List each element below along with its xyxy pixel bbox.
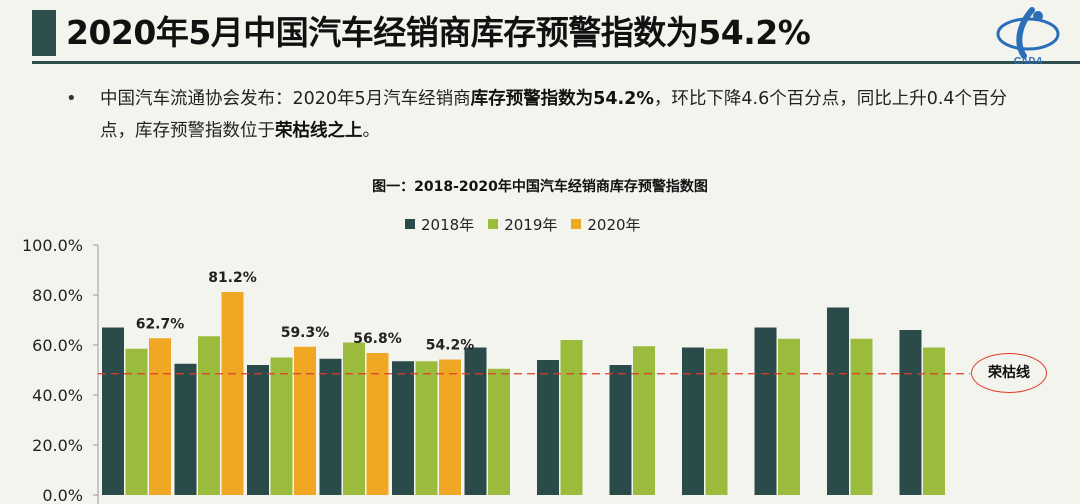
bullet-text: 中国汽车流通协会发布：2020年5月汽车经销商库存预警指数为54.2%，环比下降…	[100, 83, 1035, 147]
bar-2018年-5	[392, 361, 414, 495]
bar-2020年-2	[221, 292, 244, 495]
data-label: 81.2%	[208, 270, 257, 286]
y-tick-label: 0.0%	[42, 486, 83, 504]
bar-2020年-1	[149, 338, 171, 495]
legend-swatch-2020	[571, 219, 582, 229]
legend-swatch-2019	[488, 219, 499, 229]
title-marker	[32, 10, 56, 56]
bar-2019年-7	[560, 340, 583, 495]
y-tick-label: 60.0%	[32, 336, 83, 355]
chart-legend: 2018年 2019年 2020年	[405, 214, 655, 234]
bar-2018年-7	[537, 360, 559, 495]
chart-title: 图一：2018-2020年中国汽车经销商库存预警指数图	[372, 179, 708, 195]
bar-2020年-5	[439, 359, 461, 495]
bar-2019年-1	[125, 348, 148, 495]
bar-2020年-4	[366, 353, 389, 495]
bar-2019年-12	[923, 347, 945, 495]
logo-text: CADA	[1014, 56, 1043, 66]
bullet-part2: ，环比下降4.6个百分点，同比上升0.4个百分点，库存预警指数位于	[100, 89, 1008, 141]
bullet-dot: •	[66, 88, 77, 109]
bar-2019年-6	[488, 368, 510, 495]
legend-label-2020: 2020年	[587, 215, 641, 234]
bar-2019年-10	[778, 338, 800, 495]
bullet-part3: 。	[362, 121, 381, 141]
data-label: 59.3%	[281, 325, 330, 341]
bar-2019年-11	[850, 338, 873, 495]
bar-2018年-12	[899, 330, 922, 495]
y-tick-label: 40.0%	[32, 386, 83, 405]
data-label: 54.2%	[426, 338, 475, 354]
legend-label-2019: 2019年	[504, 215, 558, 234]
bar-2019年-5	[415, 361, 438, 495]
y-tick-label: 20.0%	[32, 436, 83, 455]
y-tick-label: 100.0%	[22, 236, 83, 255]
bar-2019年-8	[633, 346, 655, 495]
cada-logo-icon: CADA	[996, 7, 1060, 66]
bar-2018年-8	[609, 365, 632, 495]
legend-item-2019: 2019年	[488, 214, 557, 235]
threshold-label: 荣枯线	[988, 365, 1030, 381]
bar-2018年-9	[682, 347, 704, 495]
legend-item-2018: 2018年	[405, 214, 474, 235]
bar-2018年-1	[102, 327, 124, 495]
bar-2018年-3	[247, 365, 269, 495]
legend-label-2018: 2018年	[421, 215, 475, 234]
legend-item-2020: 2020年	[571, 214, 641, 235]
bar-2019年-3	[270, 357, 293, 495]
bar-2018年-2	[174, 363, 197, 495]
bar-2019年-4	[343, 342, 365, 495]
bar-2018年-10	[754, 327, 777, 495]
threshold-ellipse	[971, 353, 1047, 393]
bar-2019年-9	[705, 348, 728, 495]
bar-2018年-11	[827, 307, 849, 495]
bullet-bold2: 荣枯线之上	[275, 121, 363, 141]
page-title: 2020年5月中国汽车经销商库存预警指数为54.2%	[66, 13, 811, 52]
title-rule	[32, 61, 1080, 64]
y-tick-label: 80.0%	[32, 286, 83, 305]
bar-2018年-4	[319, 358, 342, 495]
bar-2018年-6	[464, 347, 487, 495]
legend-swatch-2018	[405, 219, 415, 229]
data-label: 62.7%	[136, 316, 185, 332]
bullet-part1: 中国汽车流通协会发布：2020年5月汽车经销商	[100, 89, 471, 109]
bullet-bold1: 库存预警指数为54.2%	[470, 89, 654, 109]
bar-2020年-3	[294, 346, 316, 495]
bar-2019年-2	[198, 336, 220, 495]
data-label: 56.8%	[353, 331, 402, 347]
